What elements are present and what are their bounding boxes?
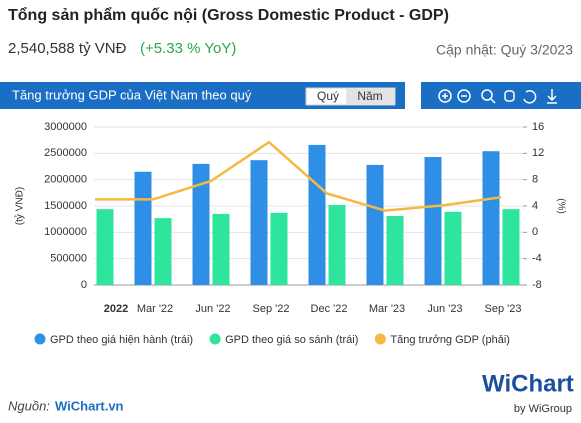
y2-tick-label: 0 [532,226,538,238]
updated: Cập nhật: Quý 3/2023 [436,42,573,58]
y-tick-label: 1500000 [44,200,87,212]
y-tick-label: 3000000 [44,121,87,133]
y2-tick-label: 4 [532,200,538,212]
legend-marker [374,333,386,345]
legend-label: GPD theo giá hiện hành (trái) [50,334,193,346]
tool-icons[interactable] [438,89,557,104]
x-tick-label: 2022 [104,303,128,315]
x-tick-label: Jun '22 [195,303,230,315]
logo-by: by WiGroup [514,403,572,415]
option[interactable]: Quý [317,89,339,103]
bar [444,211,462,285]
gdp-change: (+5.33 % YoY) [140,40,236,57]
bar [212,213,230,285]
y2-axis-label: (%) [555,198,566,214]
option[interactable]: Năm [357,89,382,103]
bar [134,171,152,285]
plot-area [95,140,520,285]
legend-label: GPD theo giá so sánh (trái) [225,334,358,346]
bar [154,218,172,285]
page-title: Tổng sản phẩm quốc nội (Gross Domestic P… [8,6,449,24]
bar [482,151,500,285]
source: WiChart.vn [55,398,124,413]
line [95,140,502,212]
legend-marker [209,333,221,345]
x-tick-label: Mar '22 [137,303,173,315]
bar [424,157,442,285]
gdp-value: 2,540,588 tỷ VNĐ [8,40,127,57]
y-tick-label: 500000 [50,253,87,265]
source-label: Nguồn: [8,398,50,413]
toggle-active[interactable] [346,88,395,105]
x-tick-label: Dec '22 [311,303,348,315]
legend-label: Tăng trưởng GDP (phải) [390,334,510,346]
bar [386,216,404,285]
logo: WiChart [482,370,574,397]
bar [96,209,114,285]
y-tick-label: 2000000 [44,174,87,186]
y-tick-label: 0 [81,279,87,291]
y-axis-label: (tỷ VNĐ) [14,187,26,225]
bar [250,160,268,285]
bar [502,209,520,285]
toolbar-title: Tăng trưởng GDP của Việt Nam theo quý [12,87,252,102]
y2-tick-label: 8 [532,174,538,186]
y-tick-label: 2500000 [44,147,87,159]
x-tick-label: Mar '23 [369,303,405,315]
bar [366,164,384,285]
legend-marker [34,333,46,345]
x-tick-label: Sep '22 [253,303,290,315]
bar [192,163,210,285]
y2-tick-label: 12 [532,147,544,159]
bar [328,204,346,285]
x-tick-label: Jun '23 [427,303,462,315]
bar [270,212,288,285]
bar [308,144,326,285]
y2-tick-label: 16 [532,121,544,133]
y2-tick-label: -8 [532,279,542,291]
chart: 0 500000 1000000 1500000 2000000 2500000 30000… [14,121,567,346]
y-tick-label: 1000000 [44,226,87,238]
y2-tick-label: -4 [532,253,542,265]
x-tick-label: Sep '23 [485,303,522,315]
